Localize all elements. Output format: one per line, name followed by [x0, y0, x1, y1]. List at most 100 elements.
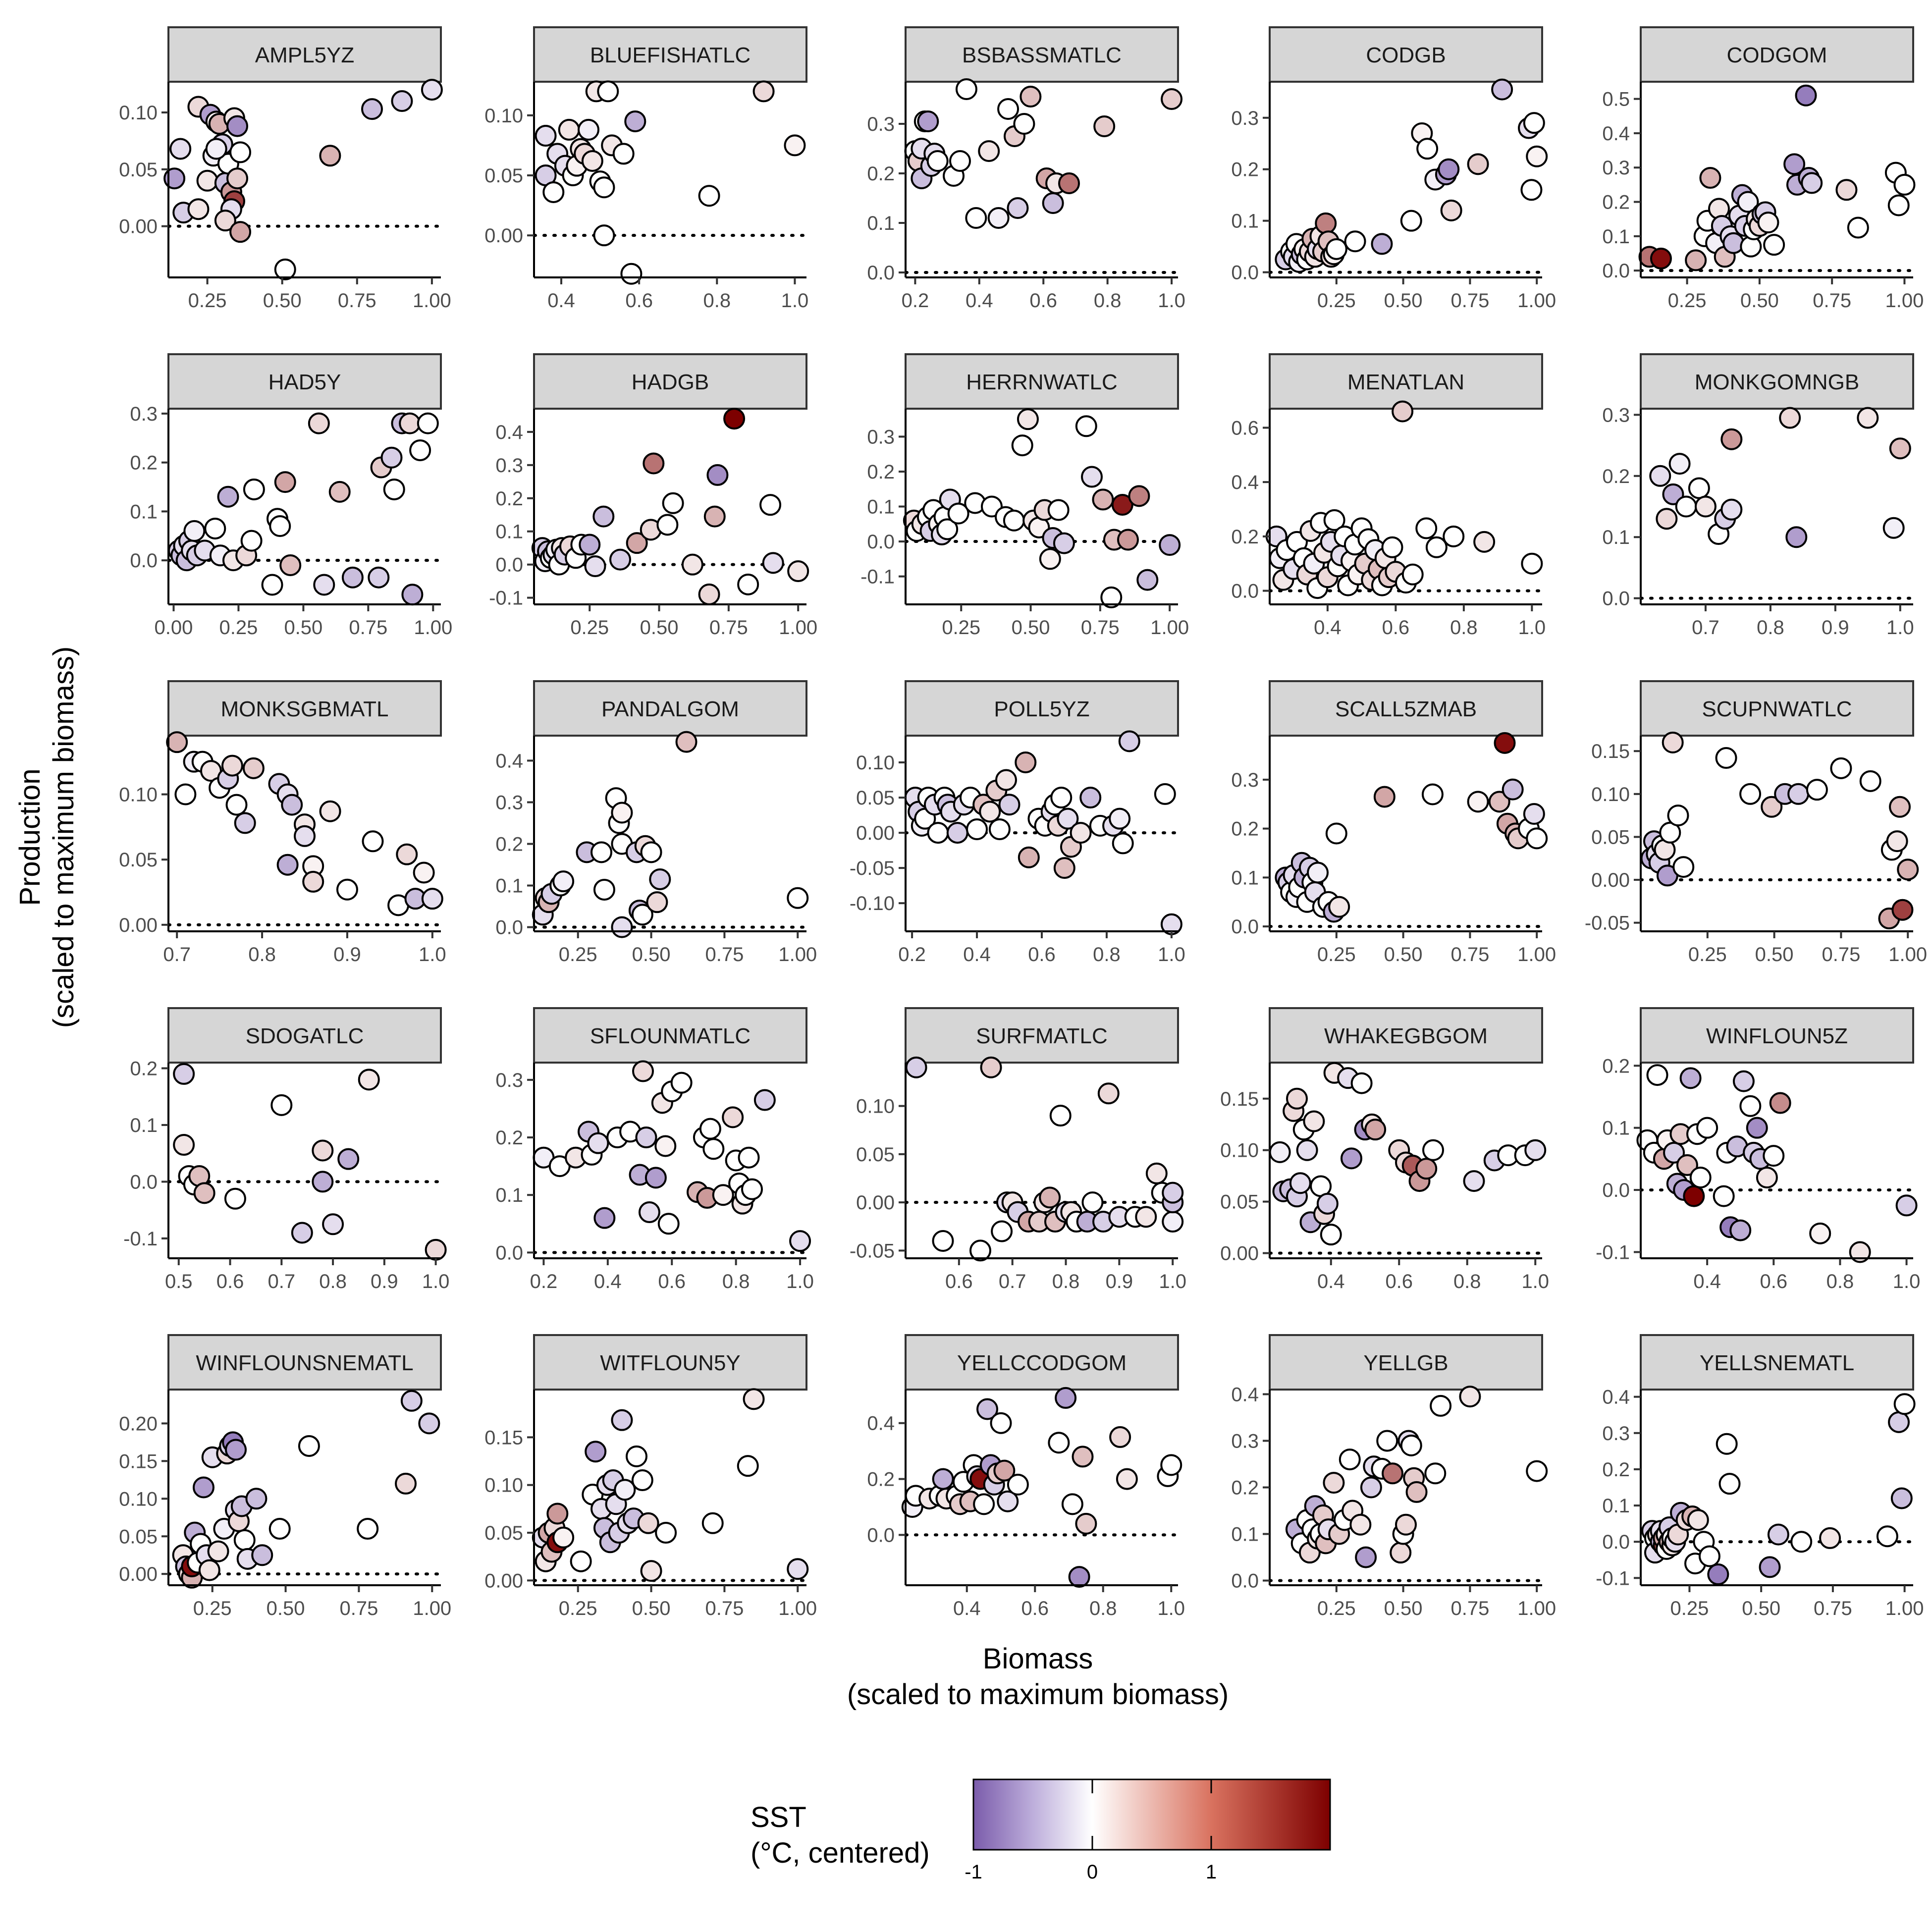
y-tick-label: 0.3: [1231, 769, 1259, 791]
x-tick-label: 0.6: [625, 290, 653, 312]
panel-strip-label: SDOGATLC: [246, 1024, 364, 1048]
data-point: [1761, 796, 1783, 818]
x-tick-label: 1.00: [779, 617, 817, 639]
data-point: [698, 583, 720, 605]
panel-strip-label: HERRNWATLC: [966, 370, 1118, 394]
panel-strip-label: CODGOM: [1727, 43, 1827, 67]
x-tick-label: 1.00: [1888, 944, 1927, 966]
y-tick-label: 0.3: [495, 792, 523, 813]
data-point: [741, 1178, 763, 1200]
data-point: [699, 1118, 721, 1140]
data-point: [1058, 172, 1080, 194]
data-point: [1689, 1166, 1712, 1188]
data-point: [1154, 783, 1176, 805]
data-point: [932, 1230, 954, 1252]
data-point: [357, 1518, 379, 1540]
data-point: [1491, 78, 1513, 101]
data-point: [192, 1476, 215, 1499]
panel-strip: [1640, 353, 1914, 410]
y-tick-label: 0.2: [1231, 526, 1259, 548]
y-tick-label: 0.15: [1220, 1088, 1259, 1110]
panel-herrnwatlc: HERRNWATLC 0.25 0.50 0.75 1.00 -0.1 0.0 0.1 0.2 0…: [860, 353, 1189, 639]
y-tick-label: -0.05: [1585, 912, 1630, 934]
panel-strip: [905, 680, 1179, 737]
data-point: [1128, 485, 1150, 507]
data-point: [1526, 1460, 1548, 1482]
data-point: [1688, 477, 1710, 499]
data-point: [787, 560, 809, 583]
y-tick-label: 0.3: [1231, 1430, 1259, 1452]
x-tick-label: 0.8: [319, 1271, 347, 1292]
panel-strip: [905, 26, 1179, 83]
x-tick-label: 0.25: [193, 1598, 232, 1619]
data-point: [1715, 747, 1737, 769]
panel-yellsnematl: YELLSNEMATL 0.25 0.50 0.75 1.00 -0.1 0.0 0.1 0.2…: [1596, 1334, 1924, 1619]
y-tick-label: 0.0: [1602, 260, 1630, 282]
y-tick-label: -0.1: [1596, 1567, 1630, 1589]
data-point: [978, 140, 1000, 162]
data-point: [274, 471, 296, 493]
x-tick-label: 0.75: [338, 290, 376, 312]
x-tick-label: 0.6: [945, 1271, 973, 1292]
data-point: [1722, 232, 1745, 254]
data-point: [632, 1060, 654, 1082]
data-point: [383, 478, 405, 500]
x-tick-label: 1.00: [1150, 617, 1189, 639]
data-point: [926, 150, 949, 172]
data-point: [396, 843, 418, 865]
panel-strip-label: CODGB: [1366, 43, 1446, 67]
data-point: [1017, 408, 1039, 430]
data-point: [955, 78, 977, 100]
data-point: [1779, 407, 1801, 429]
panel-strip: [167, 1007, 442, 1064]
x-tick-label: 0.8: [248, 944, 276, 966]
y-tick-label: 0.1: [1231, 211, 1259, 232]
x-tick-label: 0.7: [163, 944, 191, 966]
panel-strip: [167, 26, 442, 83]
x-tick-label: 0.2: [898, 944, 926, 966]
panel-strip-label: PANDALGOM: [601, 697, 739, 721]
data-point: [1135, 1206, 1157, 1228]
panel-ampl5yz: AMPL5YZ 0.25 0.50 0.75 1.00 0.00 0.05 0.10: [119, 26, 451, 312]
panel-strip: [1640, 1334, 1914, 1391]
data-point: [570, 1550, 592, 1572]
data-point: [207, 1540, 229, 1562]
data-point: [1307, 861, 1329, 884]
data-point: [1526, 145, 1548, 167]
x-tick-label: 0.50: [1755, 944, 1794, 966]
data-point: [245, 1488, 268, 1510]
x-tick-label: 0.4: [963, 944, 991, 966]
data-point: [221, 754, 243, 777]
data-point: [1116, 1468, 1138, 1490]
data-point: [163, 167, 186, 190]
y-tick-label: 0.4: [495, 750, 523, 772]
panel-strip-label: HADGB: [632, 370, 709, 394]
y-tick-label: 0.2: [495, 1127, 523, 1149]
y-tick-label: 0.2: [867, 461, 895, 483]
data-point: [1819, 1527, 1841, 1549]
data-point: [905, 1056, 927, 1078]
panel-strip-label: MONKGOMNGB: [1695, 370, 1859, 394]
y-tick-label: 0.0: [1602, 1180, 1630, 1201]
data-point: [1650, 247, 1672, 269]
data-point: [1649, 465, 1671, 487]
data-point: [1694, 495, 1717, 518]
data-point: [991, 1220, 1013, 1242]
panel-winfloun5z: WINFLOUN5Z 0.4 0.6 0.8 1.0 -0.1 0.0 0.1 0.2: [1596, 1007, 1920, 1292]
x-tick-label: 0.25: [559, 944, 597, 966]
panel-strip: [1269, 26, 1543, 83]
y-tick-label: 0.1: [130, 1115, 158, 1136]
data-point: [1072, 1446, 1094, 1468]
data-point: [1897, 859, 1919, 881]
x-tick-label: 0.50: [263, 290, 302, 312]
data-point: [1646, 1064, 1668, 1086]
x-tick-label: 0.75: [1814, 1598, 1852, 1619]
y-tick-label: 0.2: [1231, 1477, 1259, 1499]
y-tick-label: 0.2: [1602, 192, 1630, 214]
data-point: [1325, 238, 1347, 260]
data-point: [644, 1167, 667, 1189]
panel-whakegbgom: WHAKEGBGOM 0.4 0.6 0.8 1.0 0.00 0.05 0.10 0.15: [1220, 1007, 1549, 1292]
data-point: [1443, 525, 1465, 547]
y-tick-label: 0.3: [1602, 404, 1630, 426]
data-point: [224, 1187, 246, 1210]
